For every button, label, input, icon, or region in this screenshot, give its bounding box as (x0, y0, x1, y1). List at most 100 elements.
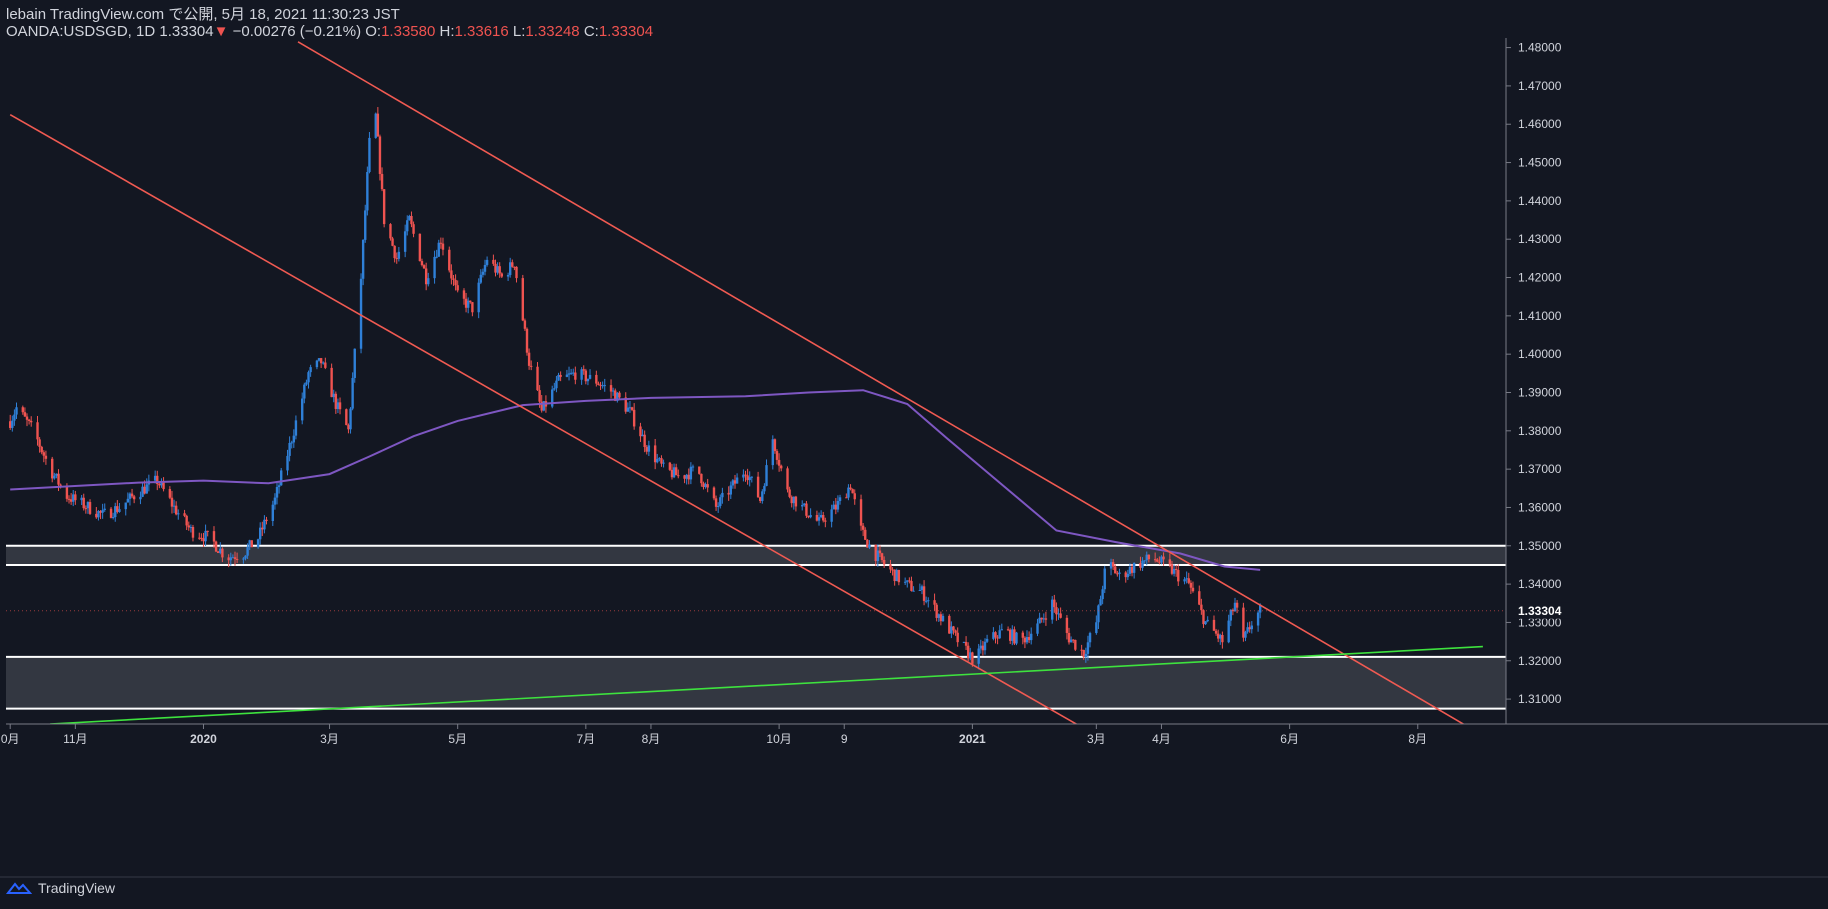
candle-body (1025, 637, 1029, 643)
x-tick-label: 3月 (320, 732, 339, 746)
candle-body (794, 496, 798, 507)
candle-body (172, 505, 176, 507)
candle-body (584, 370, 588, 382)
x-tick-label: 2021 (959, 732, 986, 746)
candle-body (981, 645, 985, 651)
price-zone (6, 545, 1506, 565)
candle-body (51, 458, 54, 479)
candle-body (702, 483, 705, 488)
candle-body (485, 259, 489, 265)
candle-body (97, 511, 100, 518)
candle-body (1069, 639, 1073, 643)
high-value: 1.33616 (454, 23, 509, 40)
candle-body (261, 527, 264, 530)
candle-body (187, 525, 190, 528)
candle-body (922, 586, 926, 601)
candle-body (891, 569, 894, 571)
candle-body (36, 422, 39, 440)
candle-body (626, 407, 630, 412)
candle-body (1072, 639, 1075, 641)
candle-body (353, 348, 356, 378)
price-tag-bg (1508, 602, 1570, 619)
candle-body (952, 626, 955, 631)
candle-body (964, 641, 968, 646)
chart-header: lebain TradingView.com で公開, 5月 18, 2021 … (6, 6, 653, 40)
candle-body (1040, 617, 1043, 620)
candle-body (231, 557, 235, 559)
candle-body (582, 369, 585, 371)
candle-body (551, 389, 554, 407)
candle-body (660, 458, 663, 464)
candle-body (586, 378, 590, 382)
candle-body (82, 497, 85, 509)
candle-body (349, 408, 352, 430)
y-tick-label: 1.40000 (1518, 347, 1562, 361)
candle-body (244, 555, 247, 559)
candle-body (639, 426, 642, 437)
candle-body (292, 435, 296, 443)
candle-body (1006, 629, 1010, 631)
candle-body (565, 374, 569, 377)
candle-body (1214, 630, 1218, 634)
candle-body (662, 462, 665, 464)
candle-body (1065, 617, 1069, 633)
candle-body (971, 652, 974, 664)
trendline (297, 41, 1465, 724)
candle-body (498, 266, 501, 274)
candle-body (1244, 631, 1247, 638)
candle-body (1189, 582, 1193, 588)
candle-body (1015, 632, 1018, 644)
candle-body (653, 445, 657, 463)
candle-body (744, 474, 747, 476)
candle-body (1172, 568, 1176, 574)
candle-body (763, 485, 766, 492)
candle-body (1160, 556, 1163, 563)
y-tick-label: 1.37000 (1518, 462, 1562, 476)
candle-body (1242, 607, 1245, 638)
candle-body (139, 496, 142, 500)
candle-body (670, 469, 674, 478)
candle-body (25, 416, 29, 420)
candle-body (994, 632, 997, 638)
candle-body (803, 503, 806, 506)
candle-body (933, 600, 936, 605)
candle-body (263, 519, 266, 530)
candle-body (1216, 633, 1220, 639)
candle-body (202, 538, 205, 542)
candle-body (185, 515, 188, 526)
tradingview-logo-icon (6, 882, 32, 894)
x-tick-label: 5月 (448, 732, 467, 746)
candle-body (338, 402, 342, 410)
candle-body (941, 615, 945, 622)
candle-body (1097, 605, 1100, 623)
candle-body (1086, 642, 1090, 654)
candle-body (1235, 602, 1239, 608)
candle-body (256, 539, 260, 548)
candle-body (273, 497, 277, 505)
candle-body (1044, 618, 1048, 620)
candle-body (979, 645, 982, 649)
x-tick-label: 11月 (63, 732, 87, 746)
candle-body (9, 421, 12, 428)
candle-body (103, 508, 106, 510)
candle-body (330, 367, 333, 398)
candle-body (410, 215, 413, 225)
moving-average-line (10, 389, 1261, 571)
candle-body (515, 266, 518, 279)
candle-body (191, 527, 195, 538)
candle-body (868, 544, 871, 548)
candle-body (861, 525, 865, 530)
candle-body (84, 508, 88, 510)
candle-body (859, 499, 863, 526)
candle-body (1191, 587, 1195, 592)
y-tick-label: 1.34000 (1518, 577, 1562, 591)
candle-body (389, 224, 392, 239)
candle-body (439, 242, 443, 244)
candle-body (500, 273, 503, 277)
open-label: O: (365, 23, 382, 40)
y-tick-label: 1.33000 (1518, 615, 1562, 629)
candle-body (513, 266, 516, 268)
candle-body (128, 493, 132, 499)
symbol-label[interactable]: OANDA:USDSGD, 1D (6, 23, 156, 40)
